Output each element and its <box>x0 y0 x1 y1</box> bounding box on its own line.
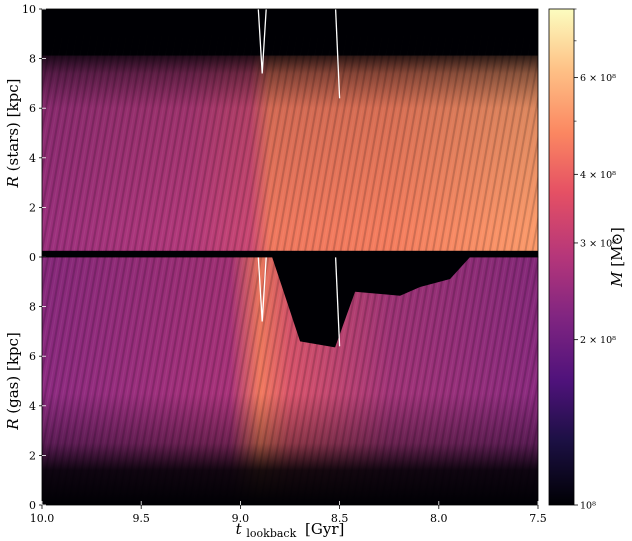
cb-tick-label-3: 4 × 10⁸ <box>580 170 616 181</box>
gas-ytick-label-3: 6 <box>29 350 36 363</box>
colorbar-bar <box>548 8 575 506</box>
gas-ylabel-symbol: R <box>4 419 22 431</box>
x-label-symbol: t <box>236 520 243 538</box>
gas-ytick-label-2: 4 <box>29 400 36 413</box>
gas-ytick-label-0: 0 <box>29 499 36 512</box>
gas-panel: 0 2 4 6 8 R (gas) [kpc] <box>4 256 539 512</box>
stars-ytick-label-3: 6 <box>29 102 36 115</box>
stars-ytick-label-1: 2 <box>29 201 36 214</box>
stars-ytick-label-4: 8 <box>29 53 36 66</box>
colorbar-ticks: 10⁸ 2 × 10⁸ 3 × 10⁸ 4 × 10⁸ 6 × 10⁸ <box>574 8 616 512</box>
x-axis-label: t lookback [Gyr] <box>236 520 345 541</box>
cb-tick-label-2: 3 × 10⁸ <box>580 238 616 249</box>
colorbar-label-symbol: M <box>608 271 626 288</box>
xtick-label-0: 10.0 <box>30 512 55 525</box>
stars-overlay-curve-0 <box>257 9 267 74</box>
colorbar-label: M [M⊙] <box>608 227 626 288</box>
stars-y-axis-label: R (stars) [kpc] <box>4 79 22 189</box>
xtick-label-4: 8.0 <box>430 512 448 525</box>
cb-tick-label-4: 6 × 10⁸ <box>580 73 616 84</box>
gas-overlay-curve-0 <box>257 257 267 322</box>
gas-depleted-region <box>272 257 471 348</box>
stars-ylabel-symbol: R <box>4 176 22 188</box>
x-label-subscript: lookback <box>246 527 296 540</box>
stars-overlay-curves <box>257 9 341 99</box>
stars-ylabel-text: (stars) [kpc] <box>4 79 22 172</box>
gas-y-axis-label: R (gas) [kpc] <box>4 332 22 431</box>
gas-panel-frame <box>41 256 539 506</box>
stars-panel: 0 2 4 6 8 10 R (stars) [kpc] <box>4 3 539 264</box>
stars-heatmap-fade <box>42 9 538 257</box>
cb-tick-label-0: 10⁸ <box>580 501 596 512</box>
colorbar-label-unit: [M⊙] <box>608 227 626 267</box>
xtick-label-3: 8.5 <box>331 512 349 525</box>
xtick-label-1: 9.5 <box>132 512 150 525</box>
xtick-label-5: 7.5 <box>529 512 547 525</box>
stars-overlay-curve-1 <box>334 9 341 99</box>
cb-tick-label-1: 2 × 10⁸ <box>580 335 616 346</box>
gas-ylabel-text: (gas) [kpc] <box>4 332 22 414</box>
gas-overlay-curves <box>257 257 341 347</box>
gas-ytick-label-4: 8 <box>29 301 36 314</box>
xtick-label-2: 9.0 <box>232 512 250 525</box>
gas-y-ticks: 0 2 4 6 8 <box>29 301 46 512</box>
stars-ytick-label-2: 4 <box>29 152 36 165</box>
stars-ytick-label-0: 0 <box>29 251 36 264</box>
gas-overlay-curve-1 <box>334 257 341 347</box>
stars-y-ticks: 0 2 4 6 8 10 <box>22 3 46 264</box>
colorbar: 10⁸ 2 × 10⁸ 3 × 10⁸ 4 × 10⁸ 6 × 10⁸ M [M⊙] <box>548 8 626 512</box>
stars-ytick-label-5: 10 <box>22 3 36 16</box>
x-label-unit: [Gyr] <box>305 520 344 538</box>
stars-baseline-band <box>42 250 538 257</box>
gas-ytick-label-1: 2 <box>29 449 36 462</box>
x-axis-ticks: 10.0 9.5 9.0 8.5 8.0 7.5 <box>30 501 547 525</box>
